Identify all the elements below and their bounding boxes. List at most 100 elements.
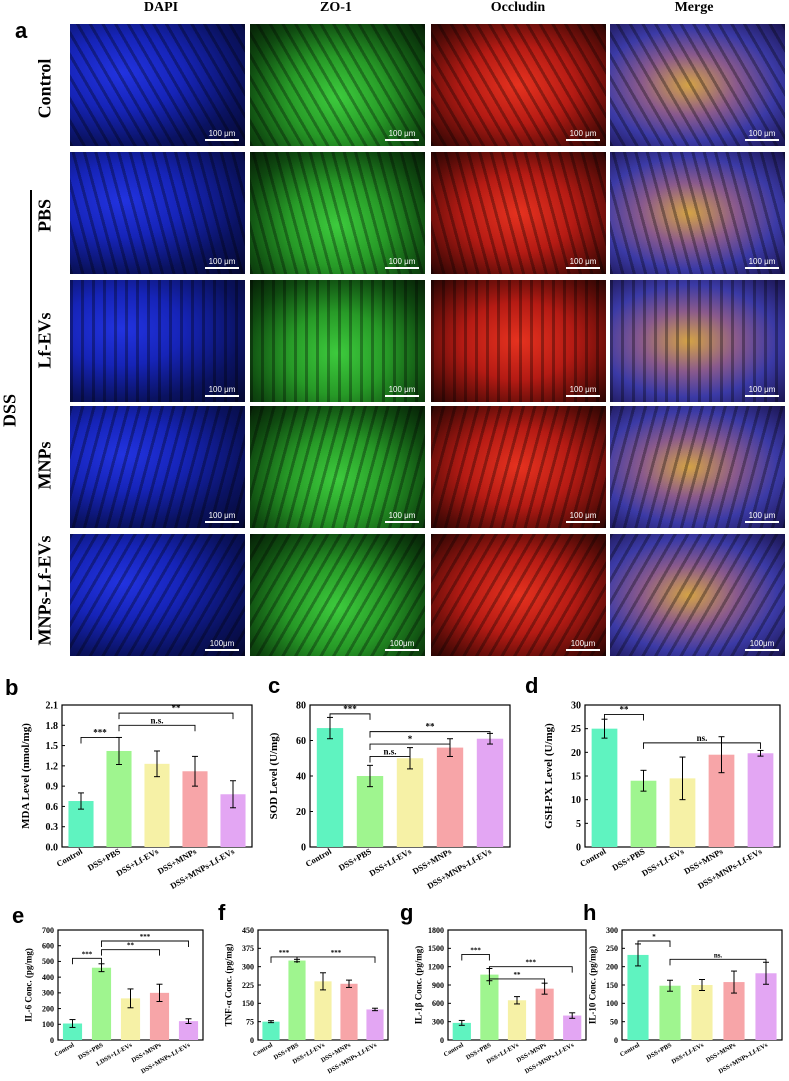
micrograph-mnps-lf-evs-dapi: 100μm [70,534,245,656]
y-tick-label-h: 150 [606,981,618,990]
axes-frame-c [309,704,511,848]
y-tick-label-b: 1.5 [46,741,59,752]
x-tick-label-f: Control [252,1042,274,1059]
significance-label-h: ns. [714,951,723,959]
x-tick-label-c: Control [304,846,334,869]
x-tick-label-b: DSS+Lf-EVs [114,846,160,878]
significance-label-d: ns. [697,733,708,743]
bar-d-1 [630,780,657,847]
y-tick-label-c: 60 [296,736,306,747]
axes-frame-e [57,929,204,1041]
tissue-texture [431,534,606,656]
y-tick-label-h: 250 [606,944,618,953]
significance-label-d: ** [620,704,630,714]
axes-frame-h [621,929,783,1041]
y-tick-label-g: 300 [432,1017,444,1026]
bar-b-4 [220,794,246,847]
scale-bar-line [385,395,419,397]
scale-bar-label: 100 μm [748,385,776,394]
significance-bracket-c [329,713,371,720]
row-label-mnps-lf-evs: MNPs-Lf-EVs [34,535,55,646]
scale-bar-line [566,139,600,141]
column-header-merge: Merge [674,0,714,15]
scale-bar: 100 μm [385,129,419,141]
x-tick-label-b: Control [55,846,85,869]
bar-h-4 [755,973,777,1040]
bar-c-4 [476,738,504,847]
x-tick-label-h: DSS+MNPs-Lf-EVs [718,1041,770,1075]
y-tick-label-f: 225 [242,981,254,990]
x-tick-label-b: DSS+MNPs [156,846,199,877]
axes-frame-d [584,704,781,848]
significance-bracket-b [80,737,120,744]
micrograph-control-zo-1: 100 μm [250,24,425,146]
y-axis-label-b: MDA Level (nmol/mg) [20,723,32,829]
scale-bar-line [566,649,600,651]
y-tick-label-d: 5 [576,819,581,830]
bar-d-0 [591,728,618,847]
y-tick-label-e: 500 [42,957,54,966]
x-tick-label-h: Control [619,1042,641,1059]
tissue-texture [70,534,245,656]
bar-h-0 [627,954,649,1040]
bar-c-0 [316,728,344,847]
bar-f-0 [262,1021,280,1040]
x-tick-label-e: Control [53,1042,75,1059]
scale-bar-label: 100 μm [388,385,416,394]
significance-bracket-f [270,956,298,963]
y-tick-label-f: 150 [242,999,254,1008]
y-tick-label-b: 0.0 [46,843,59,854]
panel-label-a: a [15,18,28,43]
group-bracket-line [30,190,32,640]
significance-label-b: *** [93,727,107,737]
bar-b-2 [144,763,170,847]
tissue-texture [250,24,425,146]
significance-label-b: n.s. [150,715,163,725]
panel-label-e: e [12,903,25,928]
micrograph-mnps-lf-evs-occludin: 100μm [431,534,606,656]
scale-bar: 100 μm [745,129,779,141]
x-tick-label-b: DSS+MNPs-Lf-EVs [168,846,236,891]
significance-bracket-c [369,731,491,738]
scale-bar-label: 100 μm [388,129,416,138]
significance-bracket-b [118,724,196,732]
y-tick-label-d: 20 [571,748,581,759]
scale-bar-line [385,521,419,523]
y-tick-label-b: 2.1 [46,701,59,712]
micrograph-pbs-merge: 100 μm [610,152,785,274]
y-axis-label-e: IL-6 Conc. (pg/mg) [24,948,34,1022]
tissue-texture [610,280,785,402]
x-tick-label-c: DSS+PBS [337,846,373,873]
x-tick-label-e: DSS+MNPs [130,1041,162,1064]
scale-bar-line [745,267,779,269]
bar-g-4 [563,1015,582,1040]
significance-label-c: n.s. [383,746,396,756]
scale-bar: 100 μm [745,385,779,397]
micrograph-lf-evs-dapi: 100 μm [70,280,245,402]
y-tick-label-h: 200 [606,962,618,971]
scale-bar-label: 100 μm [569,257,597,266]
y-tick-label-c: 80 [296,701,306,712]
scale-bar-line [205,139,239,141]
panel-label-d: d [525,673,539,698]
scale-bar-line [205,649,239,651]
scale-bar-label: 100 μm [569,129,597,138]
micrograph-lf-evs-merge: 100 μm [610,280,785,402]
scale-bar-label: 100 μm [208,511,236,520]
significance-label-f: *** [279,949,290,957]
column-header-occludin: Occludin [490,0,546,15]
y-tick-label-b: 0.6 [46,802,59,813]
bar-g-2 [507,1000,527,1040]
bar-d-4 [747,753,774,847]
y-tick-label-c: 0 [301,843,306,854]
x-tick-label-g: DSS+PBS [465,1041,493,1061]
group-label-dss: DSS [0,393,20,428]
micrograph-control-dapi: 100 μm [70,24,245,146]
tissue-texture [70,152,245,274]
x-tick-label-f: DSS+MNPs-Lf-EVs [327,1041,379,1075]
y-tick-label-c: 20 [296,807,306,818]
scale-bar-line [745,395,779,397]
tissue-texture [250,152,425,274]
y-tick-label-b: 1.8 [46,721,59,732]
panel-label-c: c [268,673,281,698]
